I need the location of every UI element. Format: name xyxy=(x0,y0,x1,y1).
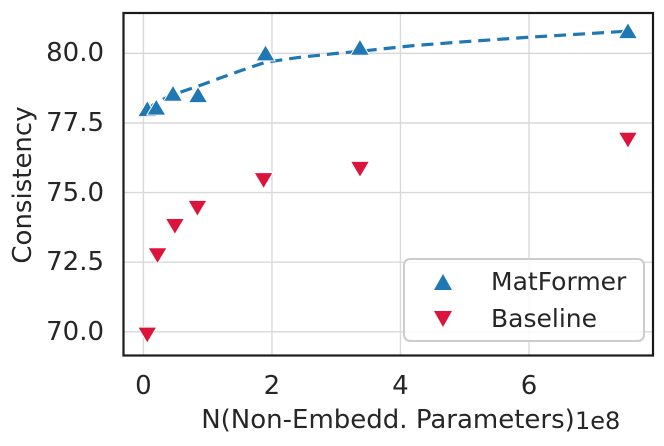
marker-baseline xyxy=(164,218,186,236)
marker-matformer xyxy=(617,21,639,40)
triangle-down-icon xyxy=(434,310,452,327)
y-tick-label: 70.0 xyxy=(46,316,104,347)
y-tick-label: 75.0 xyxy=(46,177,104,208)
y-tick-label: 72.5 xyxy=(46,247,104,278)
legend-label-baseline: Baseline xyxy=(491,304,597,333)
marker-baseline xyxy=(136,326,158,345)
marker-matformer xyxy=(162,84,184,102)
legend-label-matformer: MatFormer xyxy=(491,267,627,296)
y-tick-label: 77.5 xyxy=(46,107,104,138)
x-tick-label: 2 xyxy=(263,371,281,401)
marker-baseline xyxy=(147,247,168,265)
y-axis-label: Consistency xyxy=(8,106,38,264)
trend-line xyxy=(146,29,629,112)
y-tick-label: 80.0 xyxy=(46,38,104,69)
marker-matformer xyxy=(349,38,371,56)
legend: MatFormer Baseline xyxy=(403,258,645,342)
legend-item-baseline: Baseline xyxy=(405,300,643,337)
marker-baseline xyxy=(253,172,274,190)
marker-matformer xyxy=(255,43,276,62)
axes-border xyxy=(122,11,655,357)
marker-matformer xyxy=(145,98,167,116)
x-tick-label: 0 xyxy=(135,371,152,401)
triangle-up-icon xyxy=(434,273,452,290)
marker-baseline xyxy=(187,199,208,218)
marker-baseline xyxy=(617,131,639,150)
x-axis-offset-text: 1e8 xyxy=(575,407,621,435)
legend-item-matformer: MatFormer xyxy=(405,263,643,300)
marker-baseline xyxy=(349,160,371,179)
x-tick-label: 4 xyxy=(392,371,409,401)
x-tick-label: 6 xyxy=(520,371,538,401)
marker-matformer xyxy=(187,85,209,104)
x-axis-label: N(Non-Embedd. Parameters) xyxy=(201,405,575,435)
